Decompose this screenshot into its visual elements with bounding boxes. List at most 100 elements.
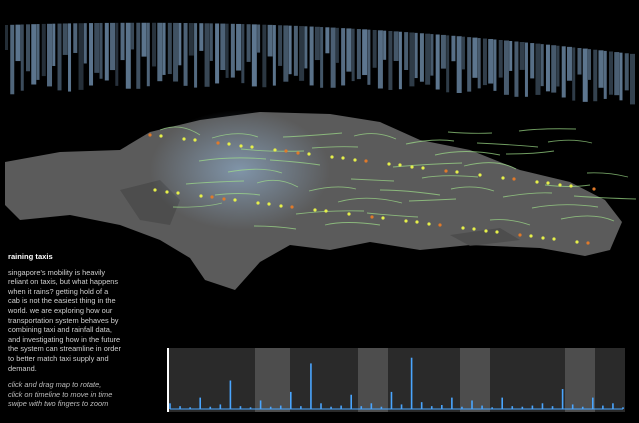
rain-column <box>346 28 352 72</box>
rain-column <box>10 24 15 95</box>
route <box>256 179 299 188</box>
taxi <box>279 204 283 208</box>
route <box>544 184 591 187</box>
taxi <box>501 176 505 180</box>
rain-column <box>136 22 141 89</box>
taxi <box>199 194 203 198</box>
description: singapore's mobility is heavily reliant o… <box>8 268 168 374</box>
taxi <box>427 222 431 226</box>
taxi <box>267 202 271 206</box>
rain-column <box>456 36 462 94</box>
rain-column <box>5 25 8 50</box>
rain-column <box>388 31 393 90</box>
rain-column <box>209 23 213 61</box>
route <box>405 139 455 145</box>
instruction-line: swipe with two fingers to zoom <box>8 399 109 409</box>
taxi <box>398 163 402 167</box>
rain-column <box>545 44 550 92</box>
rain-column <box>372 29 377 68</box>
rain-column <box>125 22 131 89</box>
taxi <box>541 236 545 240</box>
rain-column <box>293 25 298 76</box>
taxi <box>535 180 539 184</box>
rain-column <box>131 22 135 50</box>
rain-column <box>524 42 528 97</box>
rain-column <box>251 24 257 87</box>
timeline[interactable] <box>167 348 625 412</box>
route <box>172 202 223 208</box>
taxi <box>478 173 482 177</box>
info-panel: raining taxis singapore's mobility is he… <box>8 252 168 409</box>
taxi <box>387 162 391 166</box>
rain-column <box>488 39 494 84</box>
taxi <box>222 197 226 201</box>
rain-column <box>425 33 431 85</box>
rain-column <box>493 39 497 91</box>
rain-column <box>362 29 368 76</box>
taxi <box>364 159 368 163</box>
rain-column <box>104 22 109 81</box>
taxi <box>324 209 328 213</box>
route <box>240 148 305 152</box>
route <box>408 198 457 202</box>
rain-column <box>314 26 320 61</box>
rain-column <box>598 50 604 88</box>
rain-column <box>26 24 31 72</box>
taxi <box>176 191 180 195</box>
taxi <box>165 190 169 194</box>
rain-column <box>430 34 434 76</box>
description-line: demand. <box>8 363 37 373</box>
rain-column <box>624 53 629 91</box>
description-line: transportation system behaves by <box>8 315 119 325</box>
rain-column <box>246 24 251 62</box>
route <box>282 132 343 138</box>
rain-column <box>20 24 24 91</box>
rain-column <box>73 23 78 53</box>
taxi <box>239 144 243 148</box>
rain-column <box>556 45 560 87</box>
timeline-bg[interactable] <box>168 348 625 412</box>
rain-column <box>566 46 572 81</box>
rain-column <box>414 32 418 79</box>
rain-column <box>57 23 62 91</box>
taxi <box>461 226 465 230</box>
rain-column <box>482 38 487 86</box>
rain-column <box>241 24 245 84</box>
taxi <box>444 169 448 173</box>
rain-column <box>603 50 607 99</box>
rain-column <box>262 24 267 88</box>
route <box>227 168 283 174</box>
taxi <box>256 201 260 205</box>
taxi <box>347 212 351 216</box>
rain-column <box>115 22 119 86</box>
rain-column <box>78 23 84 90</box>
rain-column <box>325 27 330 54</box>
route <box>450 186 495 192</box>
taxi <box>148 133 152 137</box>
rain-column <box>582 48 588 102</box>
rain-column <box>587 49 591 80</box>
rain-column <box>341 28 346 86</box>
taxi <box>284 149 288 153</box>
description-line: combining taxi and rainfall data, <box>8 325 112 335</box>
rain-column <box>215 23 220 84</box>
route <box>476 142 539 148</box>
rain-column <box>194 23 198 88</box>
rain-column <box>120 22 125 61</box>
panel-title: raining taxis <box>8 252 53 261</box>
rain-column <box>577 48 582 75</box>
route <box>463 162 517 170</box>
rain-column <box>446 35 450 93</box>
taxi <box>313 208 317 212</box>
rain-column <box>467 37 472 92</box>
taxi <box>404 219 408 223</box>
route <box>547 139 593 144</box>
rain-column <box>188 23 194 56</box>
route <box>353 133 397 140</box>
taxi <box>227 142 231 146</box>
taxi <box>307 152 311 156</box>
taxi <box>193 138 197 142</box>
rain-column <box>278 25 283 66</box>
route <box>350 178 395 182</box>
